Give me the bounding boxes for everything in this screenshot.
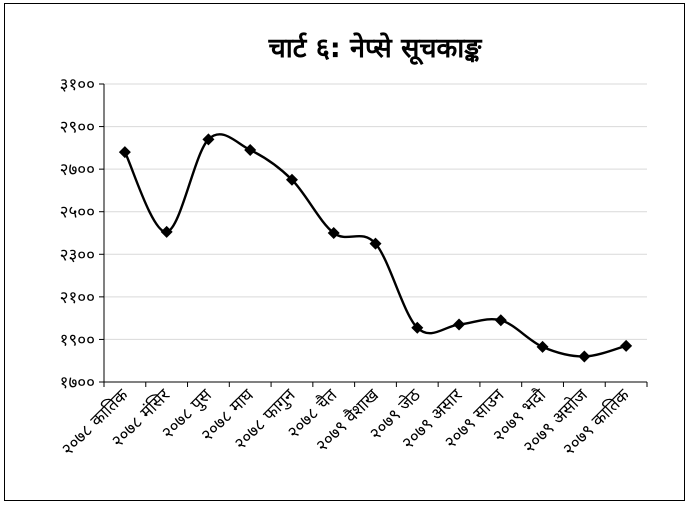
y-tick-label: २१०० <box>60 288 95 308</box>
data-point-marker <box>578 350 591 363</box>
chart-frame: चार्ट ६: नेप्से सूचकाङ्क १७०० १९०० २१०० २३०… <box>4 3 685 501</box>
data-markers <box>118 133 633 363</box>
y-tick-label: २७०० <box>60 160 95 180</box>
y-tick-label: २९०० <box>60 118 95 138</box>
nepse-line-chart: चार्ट ६: नेप्से सूचकाङ्क १७०० १९०० २१०० २३०… <box>57 32 648 460</box>
data-point-marker <box>327 227 340 239</box>
y-tick-label: ३१०० <box>60 75 95 95</box>
y-tick-label: २५०० <box>60 203 95 223</box>
data-point-marker <box>160 225 173 238</box>
data-point-marker <box>494 314 507 327</box>
y-tick-label: २३०० <box>60 245 95 265</box>
data-point-marker <box>244 143 257 156</box>
chart-title: चार्ट ६: नेप्से सूचकाङ्क <box>268 32 484 66</box>
data-point-marker <box>453 318 466 331</box>
grid-lines <box>104 83 647 340</box>
data-point-marker <box>202 133 215 146</box>
data-point-marker <box>285 173 298 186</box>
y-tick-label: १९०० <box>60 330 95 350</box>
data-point-marker <box>369 237 382 250</box>
data-point-marker <box>118 146 131 159</box>
y-tick-labels: १७०० १९०० २१०० २३०० २५०० २७०० २९०० ३१०० <box>60 75 95 393</box>
axes <box>99 83 648 387</box>
data-point-marker <box>620 339 633 352</box>
y-tick-label: १७०० <box>60 373 95 393</box>
data-point-marker <box>411 321 424 334</box>
data-point-marker <box>536 340 549 353</box>
